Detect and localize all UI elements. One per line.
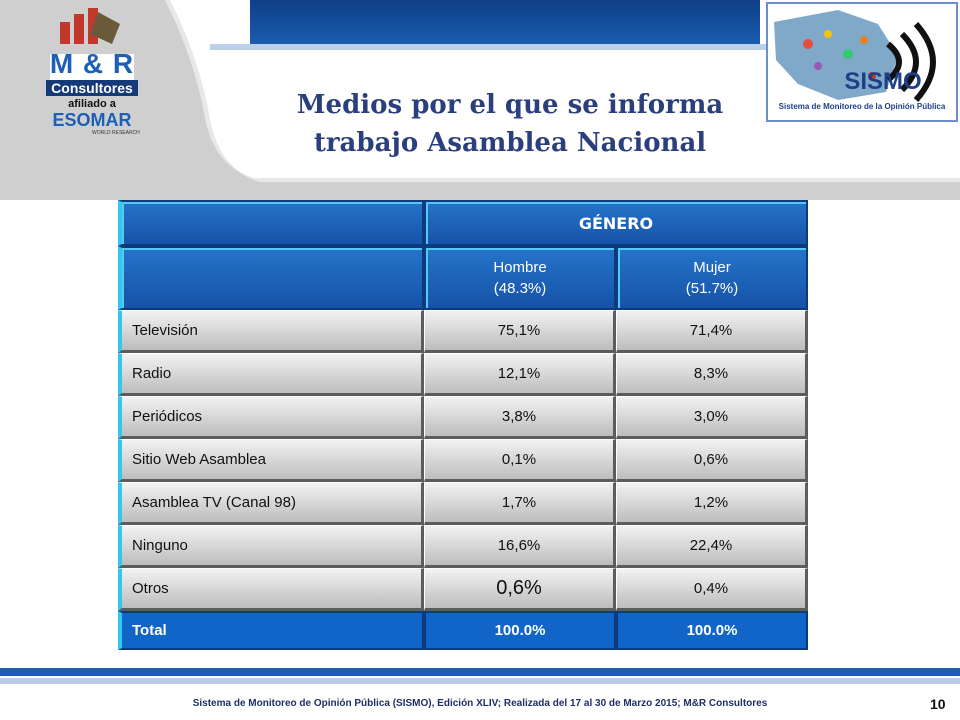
cell-sitio-web-mujer: 0,6% [616, 439, 808, 482]
header-dark-bar [250, 0, 760, 44]
table-header-blank-1 [118, 200, 424, 246]
sismo-logo-caption: Sistema de Monitoreo de la Opinión Públi… [778, 102, 946, 111]
table-header-hombre-line-1: Hombre [493, 259, 547, 276]
mr-logo-affiliated: afiliado a [68, 98, 116, 110]
row-label-ninguno: Ninguno [118, 525, 424, 568]
cell-television-mujer: 71,4% [616, 310, 808, 353]
footer-bar [0, 668, 960, 676]
cell-radio-hombre: 12,1% [424, 353, 616, 396]
row-label-radio: Radio [118, 353, 424, 396]
cell-ninguno-mujer: 22,4% [616, 525, 808, 568]
row-label-total: Total [118, 611, 424, 650]
mr-logo-main: M & R [49, 48, 135, 79]
row-label-asamblea-tv: Asamblea TV (Canal 98) [118, 482, 424, 525]
cell-otros-hombre: 0,6% [424, 568, 616, 611]
cell-television-hombre: 75,1% [424, 310, 616, 353]
cell-otros-mujer: 0,4% [616, 568, 808, 611]
sismo-logo: SISMO Sistema de Monitoreo de la Opinión… [766, 2, 958, 122]
mr-logo-world: WORLD RESEARCH [92, 130, 140, 136]
mr-logo-sub: Consultores [46, 80, 138, 96]
cell-total-hombre: 100.0% [424, 611, 616, 650]
cell-asamblea-tv-hombre: 1,7% [424, 482, 616, 525]
footer-light-bar [0, 678, 960, 684]
table-header-hombre-line-2: (48.3%) [493, 280, 547, 297]
row-label-periodicos: Periódicos [118, 396, 424, 439]
table-header-blank-2 [118, 246, 424, 310]
cell-periodicos-hombre: 3,8% [424, 396, 616, 439]
row-label-television: Televisión [118, 310, 424, 353]
cell-total-mujer: 100.0% [616, 611, 808, 650]
table-header-gender: GÉNERO [424, 200, 808, 246]
page-title-line-2: trabajo Asamblea Nacional [313, 128, 707, 158]
cell-asamblea-tv-mujer: 1,2% [616, 482, 808, 525]
mr-logo-esomar: ESOMAR [52, 110, 132, 130]
cell-sitio-web-hombre: 0,1% [424, 439, 616, 482]
cell-periodicos-mujer: 3,0% [616, 396, 808, 439]
row-label-sitio-web: Sitio Web Asamblea [118, 439, 424, 482]
table-header-gender-label: GÉNERO [578, 213, 654, 233]
header-light-bar [210, 44, 770, 50]
footer-text: Sistema de Monitoreo de Opinión Pública … [192, 698, 768, 709]
table-header-mujer: Mujer (51.7%) [616, 246, 808, 310]
mr-consultores-logo: M & R Consultores afiliado a ESOMAR WORL… [32, 4, 152, 142]
page-title: Medios por el que se informa trabajo Asa… [210, 86, 810, 162]
table-header-mujer-line-1: Mujer [693, 259, 731, 276]
table-header-mujer-line-2: (51.7%) [685, 280, 739, 297]
page-number: 10 [930, 696, 946, 712]
cell-ninguno-hombre: 16,6% [424, 525, 616, 568]
cell-radio-mujer: 8,3% [616, 353, 808, 396]
table-header-hombre: Hombre (48.3%) [424, 246, 616, 310]
page-title-line-1: Medios por el que se informa [296, 90, 724, 120]
row-label-otros: Otros [118, 568, 424, 611]
media-by-gender-table: GÉNERO Hombre (48.3%) Mujer (51.7%) Tele… [118, 200, 808, 650]
sismo-logo-name: SISMO [844, 68, 922, 95]
